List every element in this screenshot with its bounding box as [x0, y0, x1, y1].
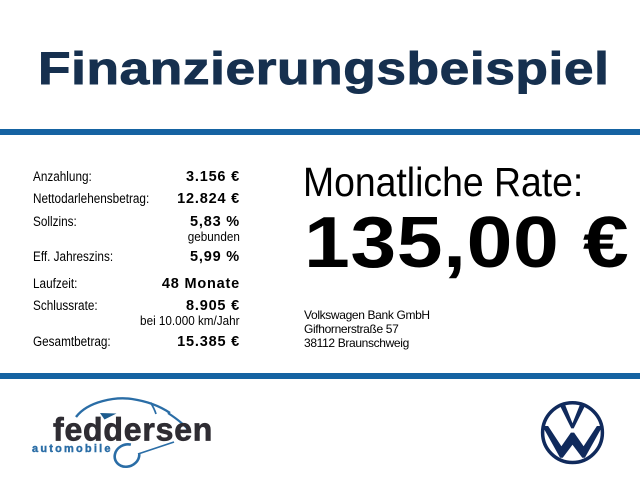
svg-text:feddersen: feddersen	[53, 412, 213, 448]
svg-text:automobile: automobile	[32, 443, 113, 455]
